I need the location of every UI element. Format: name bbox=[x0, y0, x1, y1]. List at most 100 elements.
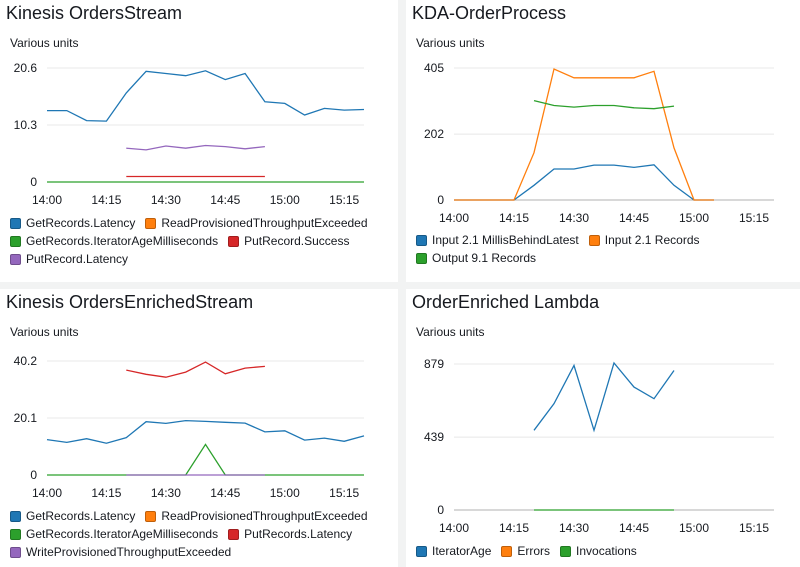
y-axis-units: Various units bbox=[10, 36, 79, 50]
legend-item[interactable]: GetRecords.Latency bbox=[10, 507, 135, 525]
legend-swatch bbox=[10, 528, 21, 540]
x-tick-label: 15:00 bbox=[270, 193, 300, 207]
x-tick-label: 15:00 bbox=[679, 521, 709, 535]
legend-swatch bbox=[145, 510, 157, 522]
x-tick-label: 14:30 bbox=[151, 193, 181, 207]
x-tick-label: 15:00 bbox=[270, 486, 300, 500]
widget-orderenriched-lambda[interactable]: OrderEnriched Lambda Various units 0 439 8… bbox=[406, 289, 800, 567]
series-line-getrecords-latency[interactable] bbox=[46, 419, 365, 444]
x-tick-label: 14:30 bbox=[559, 521, 589, 535]
series-line-input-2-1-millisbehindlatest[interactable] bbox=[454, 164, 714, 201]
y-axis-units: Various units bbox=[10, 325, 79, 339]
series-line-getrecords-latency[interactable] bbox=[47, 70, 365, 122]
legend-swatch bbox=[145, 217, 157, 229]
legend-swatch bbox=[10, 217, 21, 229]
series-line-getrecords-iteratoragemilliseconds[interactable] bbox=[47, 443, 364, 476]
y-tick-label: 0 bbox=[30, 468, 37, 482]
legend-item[interactable]: Input 2.1 Records bbox=[588, 231, 700, 249]
legend-swatch bbox=[416, 545, 427, 557]
legend-item[interactable]: GetRecords.IteratorAgeMilliseconds bbox=[10, 232, 218, 250]
legend-swatch bbox=[10, 546, 21, 558]
widget-title[interactable]: Kinesis OrdersStream bbox=[6, 3, 183, 23]
series-line-input-2-1-records[interactable] bbox=[454, 68, 714, 201]
x-tick-label: 14:00 bbox=[439, 211, 469, 225]
y-tick-label: 405 bbox=[424, 61, 444, 75]
x-tick-label: 14:30 bbox=[559, 211, 589, 225]
y-tick-label: 0 bbox=[30, 175, 37, 189]
legend-swatch bbox=[228, 528, 240, 540]
series-line-putrecord-latency[interactable] bbox=[126, 144, 265, 151]
x-tick-label: 15:15 bbox=[739, 521, 769, 535]
x-tick-label: 14:45 bbox=[210, 193, 240, 207]
legend-swatch bbox=[588, 234, 600, 246]
chart-plot: 0 20.1 40.2 14:00 14:15 14:30 14:45 15:00 15:15 bbox=[14, 354, 365, 500]
legend-item[interactable]: ReadProvisionedThroughputExceeded bbox=[145, 214, 368, 232]
legend-label: IteratorAge bbox=[432, 544, 492, 558]
legend-label: GetRecords.IteratorAgeMilliseconds bbox=[26, 234, 219, 248]
y-tick-label: 0 bbox=[437, 193, 444, 207]
legend-label: PutRecord.Success bbox=[244, 234, 350, 248]
x-tick-label: 15:00 bbox=[679, 211, 709, 225]
legend-item[interactable]: Output 9.1 Records bbox=[416, 249, 536, 267]
legend-item[interactable]: Errors bbox=[501, 542, 550, 560]
y-tick-label: 10.3 bbox=[14, 118, 38, 132]
legend: GetRecords.Latency ReadProvisionedThrough… bbox=[10, 507, 390, 561]
legend-item[interactable]: Input 2.1 MillisBehindLatest bbox=[416, 231, 579, 249]
legend-item[interactable]: GetRecords.Latency bbox=[10, 214, 135, 232]
x-tick-label: 15:15 bbox=[329, 193, 359, 207]
series-line-putrecords-latency[interactable] bbox=[126, 361, 265, 378]
x-tick-label: 15:15 bbox=[329, 486, 359, 500]
chart-plot: 0 202 405 14:00 14:15 14:30 14:45 15:00 15:15 bbox=[424, 61, 774, 225]
x-tick-label: 14:00 bbox=[439, 521, 469, 535]
x-tick-label: 14:15 bbox=[91, 486, 121, 500]
x-tick-label: 14:15 bbox=[91, 193, 121, 207]
chart-plot: 0 10.3 20.6 14:00 14:15 14:30 14:45 15:00 15:15 bbox=[14, 61, 365, 207]
widget-title[interactable]: KDA-OrderProcess bbox=[412, 3, 567, 23]
legend: Input 2.1 MillisBehindLatest Input 2.1 Re… bbox=[416, 231, 796, 267]
legend-label: ReadProvisionedThroughputExceeded bbox=[161, 216, 368, 230]
y-tick-label: 202 bbox=[424, 127, 444, 141]
legend-label: PutRecords.Latency bbox=[244, 527, 353, 541]
legend-item[interactable]: PutRecord.Latency bbox=[10, 250, 128, 268]
legend-swatch bbox=[416, 252, 427, 264]
y-axis-units: Various units bbox=[416, 325, 485, 339]
chart-plot: 0 439 879 14:00 14:15 14:30 14:45 15:00 15:15 bbox=[424, 357, 774, 535]
legend-swatch bbox=[228, 235, 240, 247]
legend-label: GetRecords.Latency bbox=[26, 216, 136, 230]
widget-title[interactable]: OrderEnriched Lambda bbox=[412, 292, 600, 312]
legend-item[interactable]: GetRecords.IteratorAgeMilliseconds bbox=[10, 525, 218, 543]
legend-item[interactable]: ReadProvisionedThroughputExceeded bbox=[145, 507, 368, 525]
widget-kinesis-ordersstream[interactable]: Kinesis OrdersStream Various units 0 10.3… bbox=[0, 0, 398, 282]
legend-item[interactable]: IteratorAge bbox=[416, 542, 491, 560]
y-tick-label: 879 bbox=[424, 357, 444, 371]
x-tick-label: 14:00 bbox=[32, 193, 62, 207]
legend-label: Invocations bbox=[576, 544, 637, 558]
x-tick-label: 14:00 bbox=[32, 486, 62, 500]
x-tick-label: 14:30 bbox=[151, 486, 181, 500]
legend-swatch bbox=[416, 234, 427, 246]
y-tick-label: 20.1 bbox=[14, 411, 38, 425]
series-line-iteratorage[interactable] bbox=[533, 361, 675, 433]
legend-label: ReadProvisionedThroughputExceeded bbox=[161, 509, 368, 523]
x-tick-label: 14:15 bbox=[499, 521, 529, 535]
legend-label: Output 9.1 Records bbox=[432, 251, 537, 265]
y-tick-label: 40.2 bbox=[14, 354, 38, 368]
legend-item[interactable]: WriteProvisionedThroughputExceeded bbox=[10, 543, 231, 561]
legend-label: Input 2.1 MillisBehindLatest bbox=[432, 233, 579, 247]
legend-item[interactable]: PutRecord.Success bbox=[228, 232, 349, 250]
legend-label: WriteProvisionedThroughputExceeded bbox=[26, 545, 232, 559]
widget-title[interactable]: Kinesis OrdersEnrichedStream bbox=[6, 292, 254, 312]
legend-swatch bbox=[560, 545, 572, 557]
legend-item[interactable]: PutRecords.Latency bbox=[228, 525, 352, 543]
widget-kda-orderprocess[interactable]: KDA-OrderProcess Various units 0 202 405 14… bbox=[406, 0, 800, 282]
y-tick-label: 0 bbox=[437, 503, 444, 517]
legend: GetRecords.Latency ReadProvisionedThrough… bbox=[10, 214, 390, 268]
x-tick-label: 14:45 bbox=[619, 211, 649, 225]
widget-kinesis-ordersenrichedstream[interactable]: Kinesis OrdersEnrichedStream Various uni… bbox=[0, 289, 398, 567]
series-line-output-9-1-records[interactable] bbox=[533, 99, 675, 110]
x-tick-label: 14:45 bbox=[210, 486, 240, 500]
x-tick-label: 14:15 bbox=[499, 211, 529, 225]
legend-swatch bbox=[10, 253, 21, 265]
y-axis-units: Various units bbox=[416, 36, 485, 50]
legend-item[interactable]: Invocations bbox=[560, 542, 637, 560]
